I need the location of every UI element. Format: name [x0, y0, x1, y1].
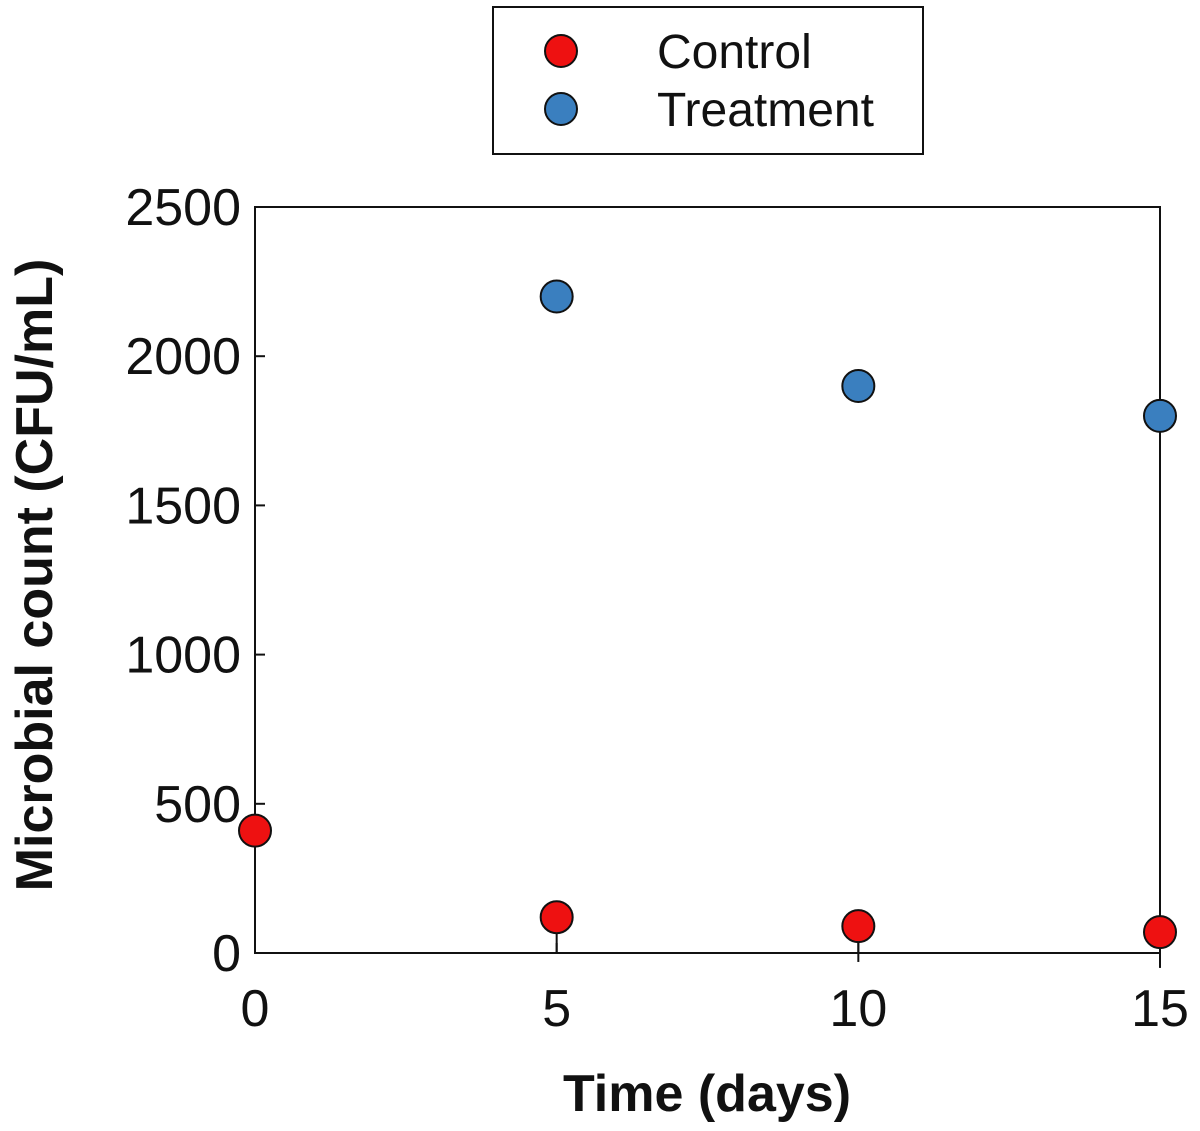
control-point	[841, 909, 876, 944]
treatment-point	[841, 369, 876, 404]
data-points	[238, 279, 1177, 950]
legend-box	[492, 6, 924, 155]
control-point	[539, 900, 574, 935]
y-tick-label: 2500	[125, 179, 241, 237]
x-tick-label: 5	[542, 980, 571, 1038]
y-tick-label: 1000	[125, 627, 241, 685]
control-point	[1143, 915, 1177, 950]
x-tick-label: 0	[241, 980, 270, 1038]
x-tick-label: 15	[1131, 980, 1189, 1038]
x-tick-label: 10	[829, 980, 887, 1038]
y-axis-title: Microbial count (CFU/mL)	[6, 259, 64, 892]
treatment-point	[1143, 398, 1177, 433]
legend-marker-control	[544, 34, 578, 68]
y-tick-label: 0	[212, 925, 241, 983]
y-tick-label: 500	[154, 776, 241, 834]
legend-label-treatment: Treatment	[657, 84, 874, 137]
control-point	[238, 813, 272, 848]
plot-area	[254, 206, 1161, 954]
legend-label-control: Control	[657, 26, 812, 79]
y-axis: 0 500 1000 1500 2000 2500	[125, 179, 265, 983]
y-tick-label: 2000	[125, 328, 241, 386]
legend-marker-treatment	[544, 92, 578, 126]
treatment-point	[539, 279, 574, 314]
x-axis-title: Time (days)	[563, 1065, 851, 1123]
x-axis: 0 5 10 15	[241, 943, 1189, 1038]
y-tick-label: 1500	[125, 477, 241, 535]
